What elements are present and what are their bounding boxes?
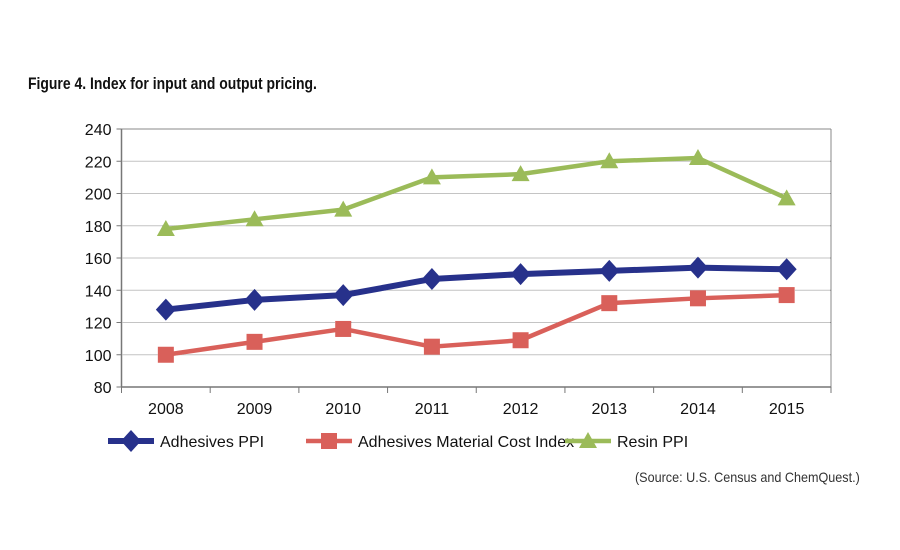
x-tick-label: 2014 [680,401,716,418]
y-tick-label: 240 [85,122,112,139]
y-tick-label: 200 [85,187,112,204]
legend-label: Adhesives PPI [160,434,264,451]
y-tick-label: 80 [94,380,112,397]
y-tick-label: 120 [85,316,112,333]
data-point [244,288,265,311]
data-point [155,298,176,321]
source-note: (Source: U.S. Census and ChemQuest.) [635,469,860,485]
y-tick-label: 160 [85,251,112,268]
data-point [156,219,175,236]
x-tick-label: 2013 [591,401,627,418]
figure-title: Figure 4. Index for input and output pri… [28,74,317,93]
data-point [599,259,620,282]
y-tick-label: 140 [85,283,112,300]
legend-marker [321,433,337,449]
data-point [601,295,618,312]
data-point [422,168,441,185]
x-tick-label: 2009 [237,401,273,418]
data-point [511,165,530,182]
data-point [687,256,708,279]
y-tick-label: 100 [85,348,112,365]
data-point [778,287,795,304]
legend-marker [121,430,141,452]
series-resin-ppi [156,149,796,236]
x-tick-label: 2011 [415,401,450,418]
x-tick-label: 2015 [769,401,805,418]
data-point [423,338,440,355]
data-point [600,152,619,169]
series-adhesives-ppi [155,256,797,321]
data-point [777,189,796,206]
series-line [165,292,787,357]
legend-marker [579,432,597,448]
legend-label: Adhesives Material Cost Index [358,434,574,451]
data-point [245,210,264,227]
y-tick-label: 220 [85,154,112,171]
series-adhesives-material-cost-index [157,287,795,363]
series-line [165,264,787,313]
y-tick-label: 180 [85,219,112,236]
data-point [157,346,174,363]
data-point [689,290,706,307]
data-point [510,263,531,286]
data-point [421,267,442,290]
series-line [165,155,788,232]
data-point [512,332,529,349]
legend-label: Resin PPI [617,434,688,451]
data-point [246,333,263,350]
data-point [333,284,354,307]
data-point [776,258,797,281]
data-point [688,149,707,166]
data-point [335,320,352,337]
x-tick-label: 2012 [503,401,539,418]
x-tick-label: 2008 [148,401,184,418]
x-tick-label: 2010 [325,401,361,418]
data-point [334,200,353,217]
